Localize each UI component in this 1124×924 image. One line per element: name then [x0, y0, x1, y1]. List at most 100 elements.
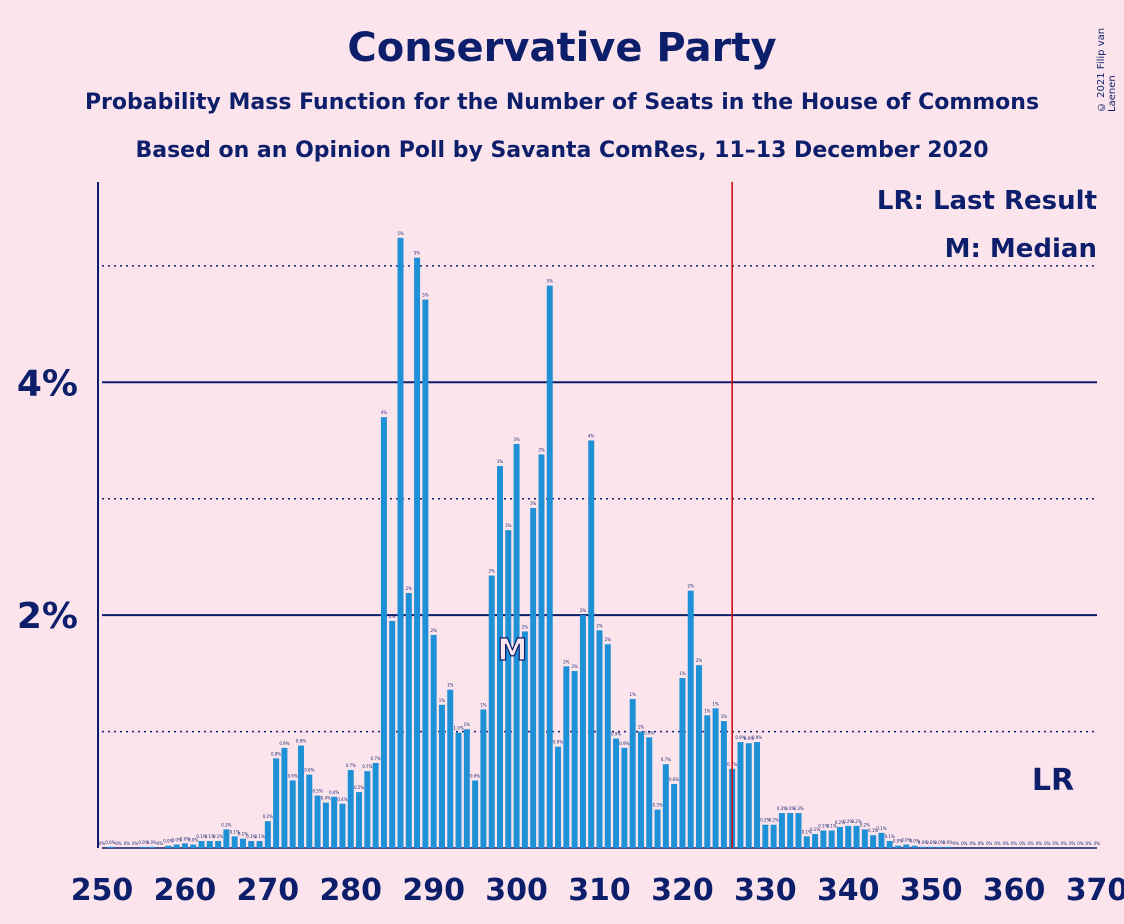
- bar-295: [472, 780, 479, 848]
- bar-292: [447, 689, 454, 848]
- bar-338: [828, 830, 835, 848]
- bar-label-298: 3%: [497, 459, 504, 464]
- bar-306: [563, 666, 570, 848]
- bar-label-346: 0.0%: [893, 839, 903, 844]
- bar-label-302: 3%: [530, 501, 537, 506]
- bar-label-342: 0.2%: [860, 822, 870, 827]
- bar-label-349: 0.0%: [918, 840, 928, 845]
- bar-label-319: 0.6%: [669, 777, 679, 782]
- bar-label-330: 0.2%: [760, 818, 770, 823]
- bar-label-290: 2%: [430, 628, 437, 633]
- bar-273: [289, 780, 296, 848]
- bar-256: [148, 846, 155, 848]
- bar-312: [613, 738, 620, 848]
- bar-label-253: 0%: [124, 841, 131, 846]
- bar-label-344: 0.1%: [876, 826, 886, 831]
- bar-304: [546, 285, 553, 849]
- bar-label-262: 0.1%: [196, 834, 206, 839]
- bar-340: [845, 825, 852, 848]
- bar-label-301: 2%: [522, 624, 529, 629]
- bar-label-334: 0.3%: [793, 806, 803, 811]
- bar-label-359: 0%: [1003, 841, 1010, 846]
- bar-label-288: 5%: [414, 251, 421, 256]
- bar-268: [248, 841, 255, 848]
- bar-266: [231, 836, 238, 848]
- bar-label-323: 1%: [704, 708, 711, 713]
- bar-label-361: 0%: [1019, 841, 1026, 846]
- bar-label-274: 0.9%: [296, 739, 306, 744]
- bar-label-304: 5%: [547, 279, 554, 284]
- bar-262: [198, 841, 205, 848]
- bar-label-308: 2%: [580, 608, 587, 613]
- bar-325: [720, 721, 727, 848]
- bar-label-263: 0.1%: [205, 834, 215, 839]
- bar-label-328: 0.9%: [744, 736, 754, 741]
- bar-label-268: 0.1%: [246, 834, 256, 839]
- x-tick-label: 370: [1066, 873, 1124, 908]
- bar-318: [662, 764, 669, 848]
- legend-last-result: LR: Last Result: [877, 186, 1097, 216]
- bar-label-347: 0.0%: [901, 838, 911, 843]
- x-tick-labels: 250 260 270 280 290 300 310 320 330 340 350 360 370: [71, 873, 1124, 908]
- bar-label-352: 0.0%: [943, 840, 953, 845]
- bar-label-325: 1%: [721, 714, 728, 719]
- bar-label-350: 0.0%: [926, 840, 936, 845]
- bar-label-256: 0.0%: [147, 840, 157, 845]
- bar-350: [928, 846, 935, 848]
- bar-label-281: 0.5%: [354, 785, 364, 790]
- bar-label-315: 1%: [638, 725, 645, 730]
- bar-328: [745, 743, 752, 848]
- bar-label-336: 0.1%: [810, 827, 820, 832]
- bar-333: [787, 813, 794, 848]
- bar-label-303: 3%: [538, 447, 545, 452]
- bar-label-292: 1%: [447, 683, 454, 688]
- bar-258: [165, 845, 172, 848]
- bar-label-272: 0.9%: [279, 741, 289, 746]
- bar-label-284: 4%: [381, 410, 388, 415]
- bar-345: [886, 841, 893, 848]
- bar-330: [762, 824, 769, 848]
- bar-313: [621, 747, 628, 848]
- bar-265: [223, 829, 230, 848]
- bar-343: [870, 835, 877, 848]
- last-result-marker-label: LR: [1032, 763, 1074, 798]
- bar-305: [555, 746, 562, 848]
- chart-subtitle: Probability Mass Function for the Number…: [84, 90, 1040, 115]
- bar-332: [778, 813, 785, 848]
- bar-316: [646, 737, 653, 848]
- bar-label-269: 0.1%: [254, 834, 264, 839]
- y-tick-labels: 2% 4%: [17, 363, 78, 637]
- bar-336: [812, 834, 819, 848]
- bar-label-273: 0.6%: [288, 773, 298, 778]
- bar-label-341: 0.2%: [851, 819, 861, 824]
- bar-274: [298, 745, 304, 848]
- bar-287: [405, 593, 412, 848]
- bar-260: [181, 843, 188, 848]
- bar-279: [339, 803, 346, 848]
- bar-label-300: 3%: [513, 437, 520, 442]
- x-tick-label: 250: [71, 873, 134, 908]
- bar-label-358: 0%: [994, 841, 1001, 846]
- bar-label-252: 0%: [115, 841, 122, 846]
- bar-label-250: 0%: [99, 841, 106, 846]
- bar-259: [173, 844, 180, 848]
- bar-label-357: 0%: [986, 841, 993, 846]
- bar-label-289: 5%: [422, 293, 429, 298]
- bar-303: [538, 454, 545, 848]
- bar-323: [704, 715, 711, 848]
- bar-label-311: 2%: [605, 637, 612, 642]
- bar-label-255: 0.0%: [138, 840, 148, 845]
- bar-276: [314, 795, 321, 848]
- bar-label-259: 0.0%: [172, 838, 182, 843]
- bar-label-367: 0%: [1069, 841, 1076, 846]
- bar-309: [588, 440, 595, 848]
- bar-272: [281, 747, 288, 848]
- bar-label-278: 0.4%: [329, 790, 339, 795]
- bar-331: [770, 824, 777, 848]
- bar-label-312: 0.9%: [611, 732, 621, 737]
- bar-290: [430, 634, 437, 848]
- bar-label-351: 0.0%: [934, 840, 944, 845]
- bar-label-335: 0.1%: [802, 829, 812, 834]
- bar-label-313: 0.9%: [619, 741, 629, 746]
- x-tick-label: 320: [651, 873, 714, 908]
